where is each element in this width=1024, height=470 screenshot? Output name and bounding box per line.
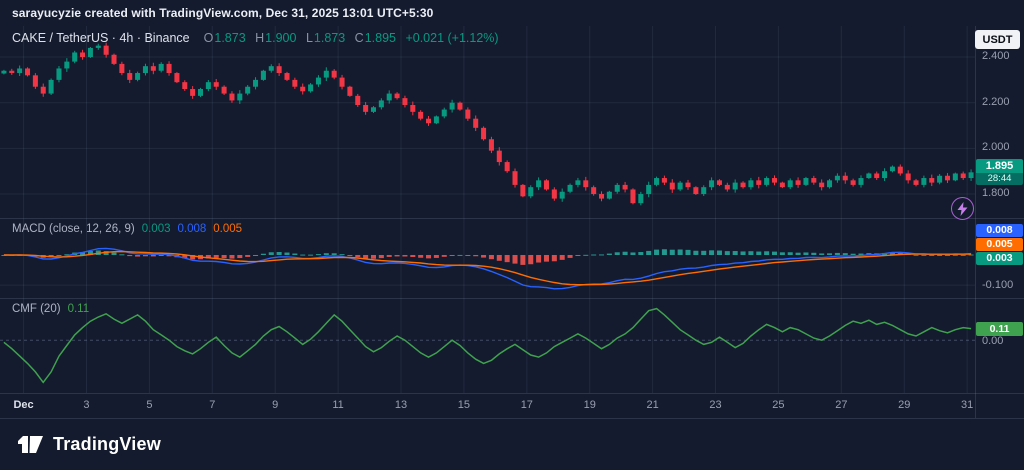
- time-label: 23: [709, 399, 722, 411]
- close-value: 1.895: [364, 31, 396, 45]
- time-label: 7: [209, 399, 216, 411]
- cmf-zero-label: 0.00: [982, 335, 1004, 348]
- last-price-value: 1.895: [976, 159, 1023, 174]
- change-value: +0.021 (+1.12%): [405, 31, 499, 45]
- time-label: 17: [520, 399, 533, 411]
- price-tick: 2.200: [982, 95, 1010, 108]
- low-label: L: [305, 31, 313, 45]
- footer-separator: [0, 418, 1024, 419]
- time-label: 19: [583, 399, 596, 411]
- macd-pane[interactable]: [0, 218, 1024, 298]
- price-tick: 2.000: [982, 141, 1010, 154]
- time-label: 21: [646, 399, 659, 411]
- macd-legend: MACD (close, 12, 26, 9) 0.003 0.008 0.00…: [12, 223, 242, 235]
- currency-button[interactable]: USDT: [975, 30, 1020, 49]
- close-label: C: [354, 31, 364, 45]
- time-label: 13: [394, 399, 408, 411]
- tradingview-logo-mark: [18, 435, 43, 453]
- brand-name: TradingView: [53, 434, 161, 454]
- price-tick: 2.400: [982, 50, 1010, 63]
- lightning-bolt-icon: [957, 201, 968, 216]
- symbol-legend: CAKE / TetherUS · 4h · Binance O1.873 H1…: [12, 31, 499, 45]
- pane-separator[interactable]: [0, 218, 1024, 219]
- time-label-month: Dec: [13, 399, 34, 411]
- macd-hist-value: 0.003: [141, 223, 171, 235]
- cmf-title[interactable]: CMF (20): [12, 303, 61, 315]
- cmf-pane[interactable]: [0, 298, 1024, 393]
- price-scale-border: [975, 26, 976, 418]
- open-value: 1.873: [214, 31, 246, 45]
- macd-axis-badge: 0.008: [976, 224, 1023, 237]
- cmf-value: 0.11: [67, 303, 90, 315]
- price-tick: 1.800: [982, 187, 1010, 200]
- macd-title[interactable]: MACD (close, 12, 26, 9): [12, 223, 135, 235]
- low-value: 1.873: [313, 31, 346, 45]
- price-pane[interactable]: [0, 26, 1024, 218]
- footer: TradingView: [0, 419, 1024, 470]
- bar-countdown: 28:44: [976, 173, 1023, 186]
- cmf-axis-badge: 0.11: [976, 321, 1023, 336]
- time-label: 3: [83, 399, 90, 411]
- pane-separator[interactable]: [0, 298, 1024, 299]
- symbol-title[interactable]: CAKE / TetherUS · 4h · Binance: [12, 31, 190, 45]
- tradingview-logo[interactable]: TradingView: [17, 434, 161, 455]
- time-label: 5: [146, 399, 153, 411]
- macd-signal-value: 0.005: [213, 223, 243, 235]
- last-price-badge: 1.895 28:44: [976, 159, 1023, 186]
- time-label: 25: [772, 399, 785, 411]
- ohlc-values: O1.873 H1.900 L1.873 C1.895 +0.021 (+1.1…: [198, 31, 499, 45]
- macd-line-value: 0.008: [177, 223, 207, 235]
- time-label: 29: [898, 399, 911, 411]
- hist-axis-badge: 0.003: [976, 252, 1023, 265]
- time-label: 31: [961, 399, 974, 411]
- high-label: H: [255, 31, 265, 45]
- time-label: 9: [272, 399, 279, 411]
- time-axis-separator: [0, 393, 1024, 394]
- time-label: 11: [332, 399, 344, 411]
- open-label: O: [203, 31, 214, 45]
- time-axis[interactable]: Dec 3 5 7 9 11 13 15 17 19 21 23 25 27 29 31: [0, 394, 1024, 418]
- macd-grid-label: -0.100: [982, 279, 1014, 292]
- flash-icon[interactable]: [951, 197, 974, 220]
- attribution-text: sarayucyzie created with TradingView.com…: [12, 6, 434, 20]
- high-value: 1.900: [265, 31, 297, 45]
- cmf-legend: CMF (20) 0.11: [12, 303, 89, 315]
- signal-axis-badge: 0.005: [976, 238, 1023, 251]
- time-label: 27: [835, 399, 848, 411]
- time-label: 15: [457, 399, 471, 411]
